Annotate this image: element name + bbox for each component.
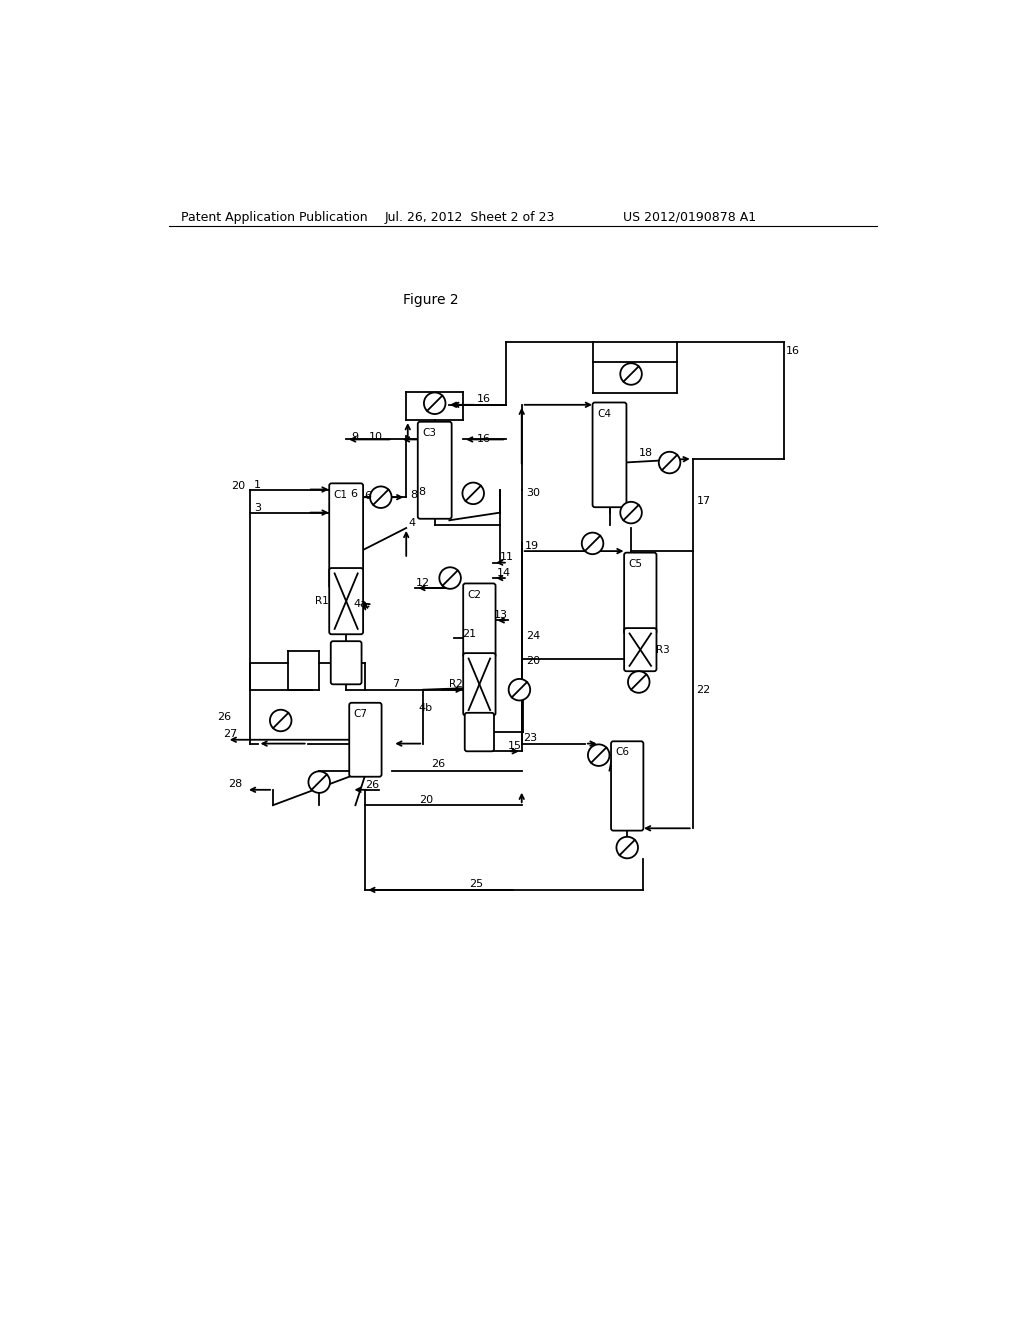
Text: Figure 2: Figure 2 xyxy=(403,293,459,308)
FancyBboxPatch shape xyxy=(330,568,364,635)
Text: C1: C1 xyxy=(334,490,348,499)
Text: C4: C4 xyxy=(597,409,611,418)
Text: R1: R1 xyxy=(315,597,330,606)
Text: 26: 26 xyxy=(431,759,445,770)
Text: 25: 25 xyxy=(469,879,483,888)
FancyBboxPatch shape xyxy=(611,742,643,830)
Text: R2: R2 xyxy=(450,680,463,689)
FancyBboxPatch shape xyxy=(625,628,656,671)
Text: 4b: 4b xyxy=(419,704,433,713)
Text: 13: 13 xyxy=(494,610,508,620)
FancyBboxPatch shape xyxy=(463,583,496,657)
Circle shape xyxy=(509,678,530,701)
Text: 6: 6 xyxy=(350,490,357,499)
Text: 16: 16 xyxy=(785,346,800,355)
Text: C3: C3 xyxy=(422,428,436,438)
Text: 20: 20 xyxy=(230,480,245,491)
Text: 8: 8 xyxy=(419,487,426,496)
Text: 19: 19 xyxy=(524,541,539,550)
Text: 16: 16 xyxy=(477,434,492,445)
FancyBboxPatch shape xyxy=(330,483,364,589)
FancyBboxPatch shape xyxy=(331,642,361,684)
Circle shape xyxy=(658,451,680,474)
Circle shape xyxy=(616,837,638,858)
Circle shape xyxy=(621,363,642,385)
Circle shape xyxy=(628,671,649,693)
FancyBboxPatch shape xyxy=(349,702,382,776)
Text: Patent Application Publication: Patent Application Publication xyxy=(180,211,368,224)
Text: 18: 18 xyxy=(639,447,653,458)
Circle shape xyxy=(463,483,484,504)
Text: 12: 12 xyxy=(416,578,430,587)
Text: 7: 7 xyxy=(392,680,399,689)
Text: 26: 26 xyxy=(366,780,380,791)
Circle shape xyxy=(582,533,603,554)
Text: 14: 14 xyxy=(497,568,511,578)
Text: 26: 26 xyxy=(217,711,231,722)
Circle shape xyxy=(621,502,642,524)
Text: 24: 24 xyxy=(526,631,541,640)
Text: 27: 27 xyxy=(223,730,238,739)
Circle shape xyxy=(439,568,461,589)
Text: 8: 8 xyxy=(410,490,417,500)
Circle shape xyxy=(370,487,391,508)
Text: 30: 30 xyxy=(526,488,541,499)
Text: 3: 3 xyxy=(254,503,261,513)
Text: 4: 4 xyxy=(409,517,416,528)
Text: C6: C6 xyxy=(615,747,630,758)
FancyBboxPatch shape xyxy=(465,713,494,751)
Text: C7: C7 xyxy=(354,709,368,719)
Text: 23: 23 xyxy=(523,733,538,743)
FancyBboxPatch shape xyxy=(593,403,627,507)
Text: 1: 1 xyxy=(254,480,261,490)
Text: 28: 28 xyxy=(228,779,243,788)
Text: 4a: 4a xyxy=(354,599,368,610)
Text: US 2012/0190878 A1: US 2012/0190878 A1 xyxy=(624,211,757,224)
Text: 16: 16 xyxy=(477,395,492,404)
Text: 9: 9 xyxy=(351,432,358,442)
FancyBboxPatch shape xyxy=(418,422,452,519)
Text: 22: 22 xyxy=(696,685,711,694)
Text: 11: 11 xyxy=(500,552,514,562)
Circle shape xyxy=(308,771,330,793)
Text: Jul. 26, 2012  Sheet 2 of 23: Jul. 26, 2012 Sheet 2 of 23 xyxy=(385,211,555,224)
Circle shape xyxy=(424,392,445,414)
Text: 20: 20 xyxy=(526,656,541,667)
Text: C5: C5 xyxy=(629,558,643,569)
FancyBboxPatch shape xyxy=(463,653,496,715)
Text: 10: 10 xyxy=(370,432,383,442)
Circle shape xyxy=(270,710,292,731)
Text: 21: 21 xyxy=(462,630,476,639)
FancyBboxPatch shape xyxy=(625,553,656,635)
Text: C2: C2 xyxy=(468,590,482,599)
Text: 17: 17 xyxy=(696,496,711,506)
Text: 6: 6 xyxy=(365,491,372,500)
Text: 20: 20 xyxy=(419,795,433,805)
Text: 15: 15 xyxy=(508,741,522,751)
Circle shape xyxy=(588,744,609,766)
Text: R3: R3 xyxy=(656,644,671,655)
